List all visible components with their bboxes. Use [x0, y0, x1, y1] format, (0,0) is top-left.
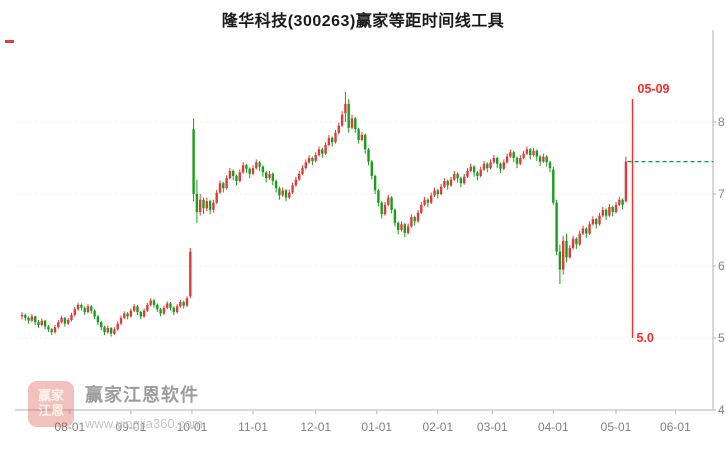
- svg-text:05-01: 05-01: [601, 420, 632, 434]
- svg-text:4: 4: [718, 403, 725, 417]
- svg-text:04-01: 04-01: [538, 420, 569, 434]
- svg-text:5: 5: [718, 331, 725, 345]
- page-title: 隆华科技(300263)赢家等距时间线工具: [221, 13, 505, 30]
- y-axis-labels: 8 7 6 5 4: [713, 115, 725, 417]
- svg-text:06-01: 06-01: [660, 420, 691, 434]
- grid-lines: [15, 121, 713, 411]
- svg-text:12-01: 12-01: [300, 420, 331, 434]
- candles: [20, 91, 628, 337]
- svg-text:8: 8: [718, 115, 725, 129]
- svg-text:08-01: 08-01: [54, 420, 85, 434]
- svg-text:7: 7: [718, 187, 725, 201]
- svg-text:03-01: 03-01: [477, 420, 508, 434]
- timeline-price-label: 5.0: [637, 331, 654, 345]
- timeline-date-label: 05-09: [638, 82, 670, 96]
- axes: [15, 30, 714, 411]
- svg-text:10-01: 10-01: [177, 420, 208, 434]
- svg-text:6: 6: [718, 259, 725, 273]
- svg-text:01-01: 01-01: [361, 420, 392, 434]
- x-axis-labels: 08-01 09-01 10-01 11-01 12-01 01-01 02-01 03-01…: [54, 410, 691, 434]
- svg-text:02-01: 02-01: [422, 420, 453, 434]
- svg-text:09-01: 09-01: [116, 420, 147, 434]
- top-left-red-marker: [5, 40, 14, 43]
- svg-text:11-01: 11-01: [238, 420, 268, 434]
